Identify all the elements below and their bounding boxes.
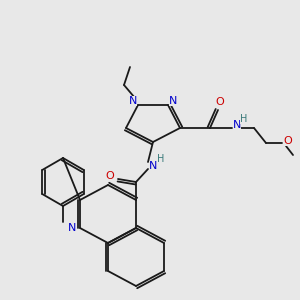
Text: H: H [157,154,165,164]
Text: N: N [169,96,177,106]
Text: O: O [106,171,114,181]
Text: O: O [216,97,224,107]
Text: N: N [68,223,76,233]
Text: O: O [284,136,292,146]
Text: N: N [233,120,241,130]
Text: N: N [129,96,137,106]
Text: N: N [149,161,157,171]
Text: H: H [240,114,248,124]
